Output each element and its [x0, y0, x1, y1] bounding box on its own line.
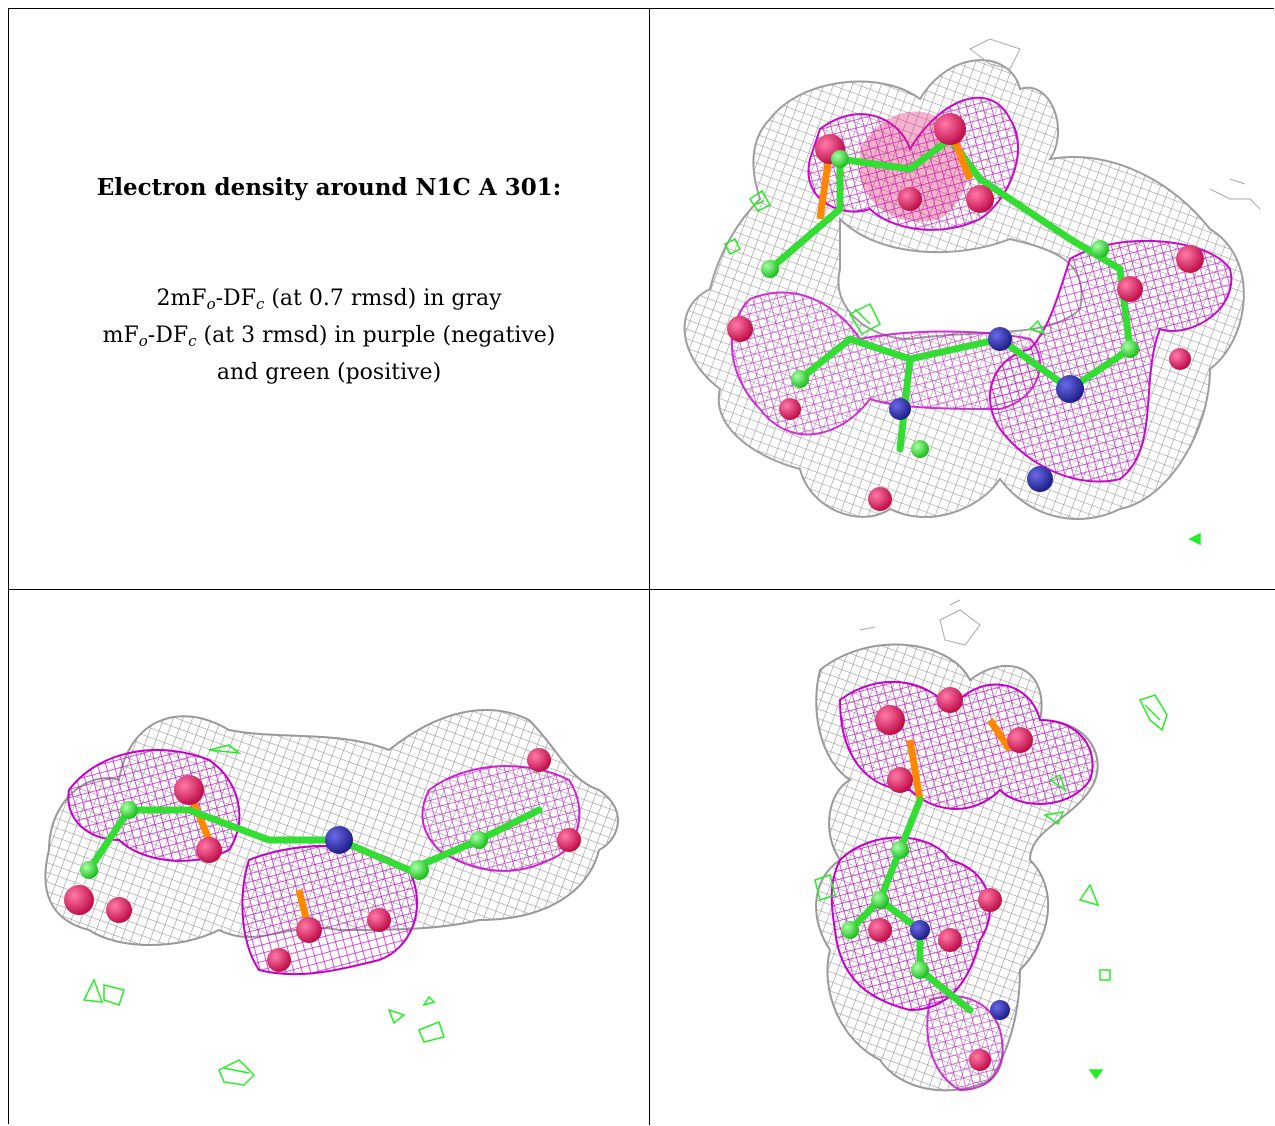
caption-line-3: and green (positive) — [216, 360, 442, 385]
table-divider-horizontal — [9, 589, 1275, 590]
caption-cell: Electron density around N1C A 301: 2mFo-… — [9, 9, 649, 589]
caption-line-2: mFo-DFc (at 3 rmsd) in purple (negative) — [102, 323, 556, 350]
caption-line-1: 2mFo-DFc (at 0.7 rmsd) in gray — [156, 286, 502, 313]
table-divider-vertical — [649, 9, 650, 1125]
figure-table: Electron density around N1C A 301: 2mFo-… — [8, 8, 1275, 1125]
density-map-image — [814, 599, 1168, 1092]
caption-body: 2mFo-DFc (at 0.7 rmsd) in gray mFo-DFc (… — [9, 283, 649, 388]
view-top-right — [650, 9, 1275, 589]
view-bottom-left — [9, 590, 649, 1125]
caption-title: Electron density around N1C A 301: — [96, 174, 562, 201]
density-map-image — [683, 38, 1261, 546]
view-bottom-right — [650, 590, 1275, 1125]
density-map-image — [44, 709, 619, 1086]
